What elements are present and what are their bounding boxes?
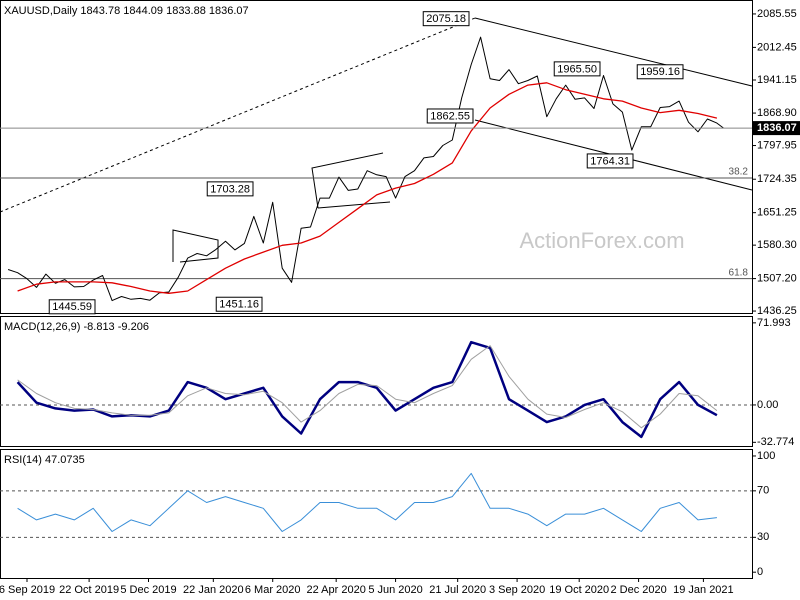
y-tick-label: 1436.25: [757, 305, 797, 317]
readout-value: -9.206: [118, 321, 149, 333]
panel-title: RSI(14) 47.0735: [4, 454, 85, 466]
series-line: [17, 472, 717, 532]
watermark: ActionForex.com: [519, 228, 684, 253]
x-tick-label: 22 Apr 2020: [307, 584, 366, 596]
readout-value: 1843.78: [80, 5, 120, 17]
y-tick-label: 70: [757, 485, 769, 497]
y-tick-label: 1941.15: [757, 74, 797, 86]
annotation-label: 1703.28: [210, 183, 250, 195]
annotation-box: [636, 64, 684, 80]
annotation-label: 2075.18: [426, 13, 466, 25]
panel-title-text: XAUUSD,Daily: [4, 5, 78, 17]
triangle: [172, 229, 219, 263]
x-tick-label: 5 Dec 2019: [120, 584, 176, 596]
series-line: [16, 340, 718, 439]
frame: [0, 0, 753, 579]
annotation-label: 1451.16: [219, 299, 259, 311]
x-tick-label: 22 Jan 2020: [183, 584, 244, 596]
x-tick-label: 19 Jan 2021: [673, 584, 734, 596]
panel-title-text: MACD(12,26,9): [4, 321, 80, 333]
trendline: [0, 17, 476, 213]
readout-value: 47.0735: [45, 454, 85, 466]
series-line: [17, 82, 718, 294]
series-line: [7, 36, 724, 302]
annotation-label: 1965.50: [557, 63, 597, 75]
annotation-box: [215, 296, 263, 312]
channel-top: [474, 17, 753, 87]
last-price-box: [753, 121, 800, 136]
panel-title-text: RSI(14): [4, 454, 42, 466]
readout-value: -8.813: [83, 321, 114, 333]
x-tick-label: 5 Jun 2020: [368, 584, 422, 596]
triangle: [311, 152, 384, 209]
readout-value: 1833.88: [166, 5, 206, 17]
annotation-label: 1959.16: [640, 66, 680, 78]
x-tick-label: 6 Sep 2019: [0, 584, 55, 596]
annotation-box: [206, 181, 254, 197]
annotation-box: [426, 108, 474, 124]
annotation-label: 1764.31: [590, 155, 630, 167]
rsi-panel: [0, 449, 753, 579]
annotation-label: 1445.59: [52, 301, 92, 313]
annotation-label: 1862.55: [430, 110, 470, 122]
y-tick-label: 0: [757, 566, 763, 578]
y-tick-label: 2085.55: [757, 8, 797, 20]
x-tick-label: 21 Jul 2020: [429, 584, 486, 596]
x-tick-label: 6 Mar 2020: [245, 584, 301, 596]
readout-value: 1836.07: [209, 5, 249, 17]
x-tick-label: 22 Oct 2019: [59, 584, 119, 596]
x-tick-label: 19 Oct 2020: [549, 584, 609, 596]
trendlines: [0, 17, 753, 263]
y-tick-label: 100: [757, 450, 775, 462]
panel-title: XAUUSD,Daily 1843.78 1844.09 1833.88 183…: [4, 5, 249, 17]
x-tick-label: 2 Dec 2020: [610, 584, 666, 596]
readout-value: 1844.09: [123, 5, 163, 17]
annotation-box: [553, 61, 601, 77]
x-tick-label: 3 Sep 2020: [489, 584, 545, 596]
annotation-box: [422, 11, 470, 27]
y-tick-label: 1868.90: [757, 107, 797, 119]
macd-panel: [0, 316, 753, 447]
panel-title: MACD(12,26,9) -8.813 -9.206: [4, 321, 149, 333]
price-panel: [0, 0, 753, 314]
annotation-box: [48, 299, 96, 315]
y-tick-label: 71.993: [757, 317, 791, 329]
level-label: 61.8: [729, 267, 749, 278]
y-tick-label: 1797.95: [757, 139, 797, 151]
y-tick-label: 0.00: [757, 399, 778, 411]
series-line: [17, 345, 718, 429]
y-tick-label: 1724.35: [757, 173, 797, 185]
triangle: [317, 201, 391, 209]
y-tick-label: 30: [757, 531, 769, 543]
last-price-label: 1836.07: [757, 122, 797, 134]
level-label: 38.2: [729, 167, 749, 178]
annotation-box: [586, 153, 634, 169]
y-tick-label: 1651.25: [757, 207, 797, 219]
y-tick-label: 1580.30: [757, 239, 797, 251]
y-tick-label: 2012.45: [757, 41, 797, 53]
y-tick-label: 1507.20: [757, 272, 797, 284]
y-tick-label: -32.774: [757, 436, 794, 448]
